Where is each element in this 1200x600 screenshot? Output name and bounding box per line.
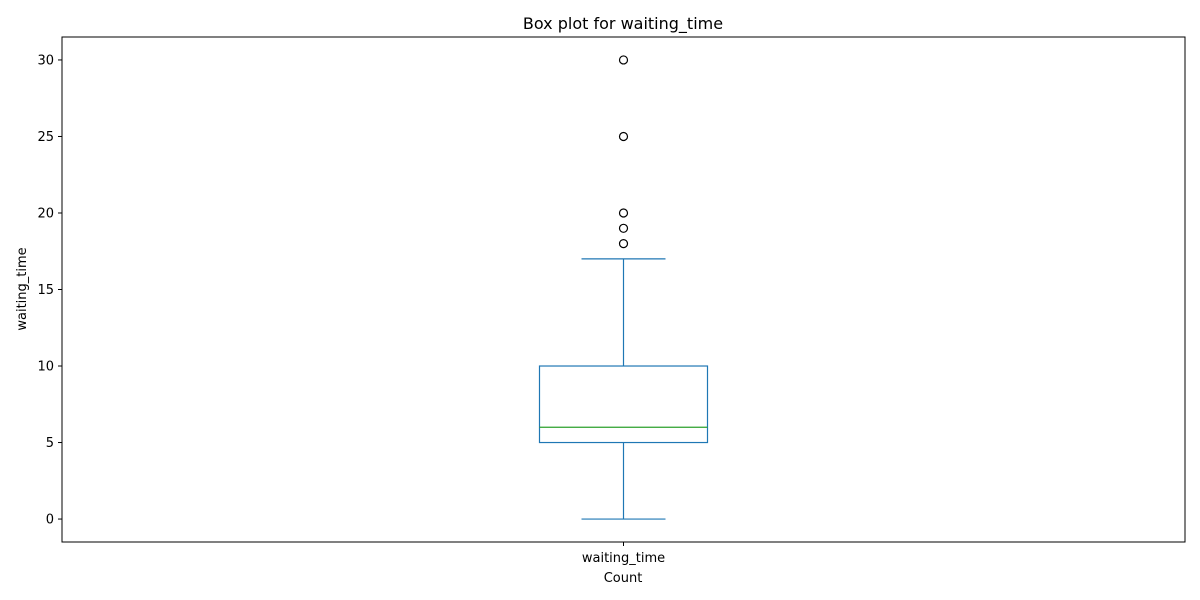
chart-title: Box plot for waiting_time	[523, 14, 723, 34]
y-axis-ticks: 0 5 10 15 20 25 30	[37, 53, 62, 528]
outlier-point	[618, 55, 629, 65]
y-tick-label: 20	[37, 206, 54, 221]
y-tick-label: 25	[37, 130, 54, 145]
y-axis-label: waiting_time	[15, 247, 30, 330]
outlier-point	[618, 238, 629, 249]
x-tick-label: waiting_time	[582, 551, 665, 566]
iqr-box	[538, 365, 709, 444]
y-tick-label: 5	[46, 436, 54, 451]
y-tick-label: 10	[37, 360, 54, 375]
plot-frame	[61, 36, 1186, 543]
x-axis-ticks: waiting_time	[582, 542, 665, 566]
outlier-point	[618, 223, 629, 233]
y-tick-label: 30	[37, 53, 54, 68]
x-axis-label: Count	[604, 571, 643, 586]
outlier-point	[618, 208, 629, 218]
y-tick-label: 15	[37, 283, 54, 298]
y-tick-label: 0	[46, 513, 54, 528]
outlier-point	[618, 131, 629, 142]
box-plot-marks	[538, 55, 709, 520]
